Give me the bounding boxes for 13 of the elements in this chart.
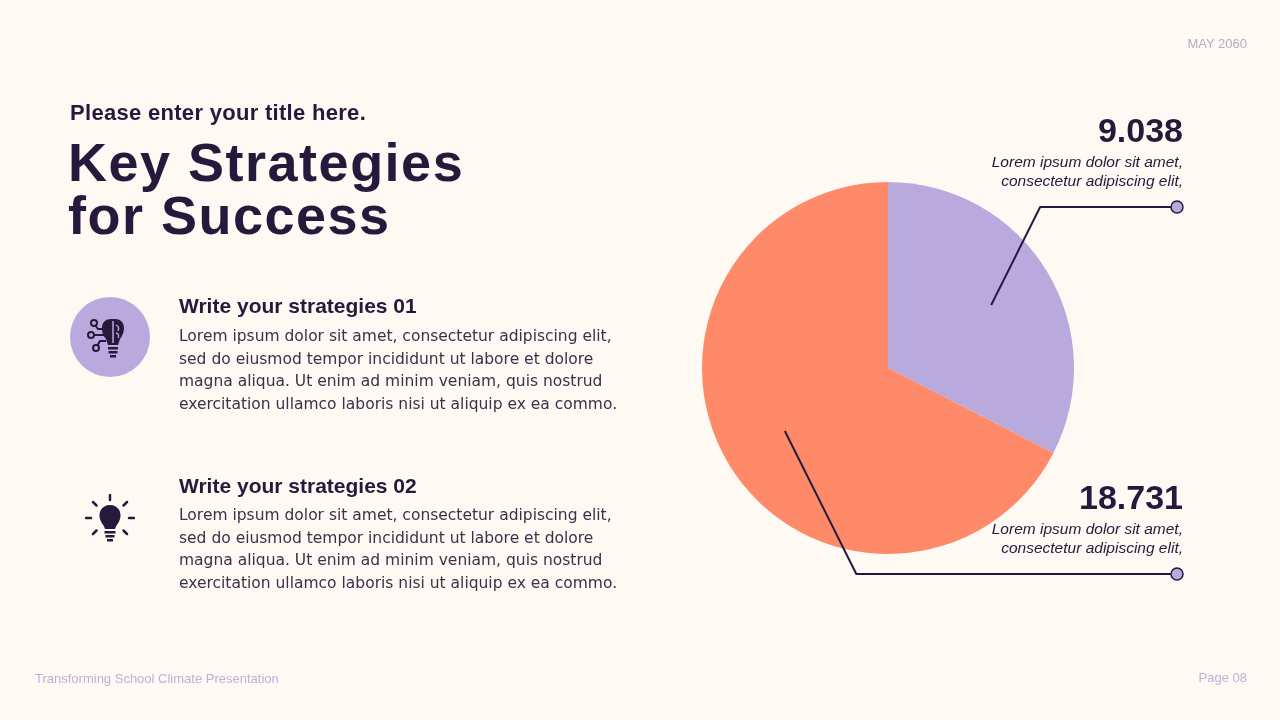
data-label: 18.731: [1079, 478, 1183, 517]
text: Page 08: [1198, 670, 1247, 685]
text: Lorem ipsum dolor sit amet, consectetur adipiscing elit, sed do eiusmod tempor incididunt ut labore et dolore magna aliqua. Ut enim ad minim veniam, quis nostrud exercitation ullamco laboris nisi ut aliquip ex ea commo.: [179, 505, 619, 594]
text: Lorem ipsum dolor sit amet, consectetur adipiscing elit,: [990, 152, 1183, 190]
text: Key Strategies for Success: [68, 132, 466, 245]
text: Write your strategies 02: [179, 474, 417, 498]
text: Transforming School Climate Presentation: [35, 671, 279, 686]
text: Write your strategies 01: [179, 294, 417, 318]
text: Lorem ipsum dolor sit amet, consectetur adipiscing elit, sed do eiusmod tempor incididunt ut labore et dolore magna aliqua. Ut enim ad minim veniam, quis nostrud exercitation ullamco laboris nisi ut aliquip ex ea commo.: [179, 326, 619, 415]
text: MAY 2060: [1187, 36, 1247, 51]
text: Please enter your title here.: [70, 100, 367, 126]
data-label: 9.038: [1097, 111, 1183, 150]
text: Lorem ipsum dolor sit amet, consectetur adipiscing elit,: [990, 519, 1183, 557]
